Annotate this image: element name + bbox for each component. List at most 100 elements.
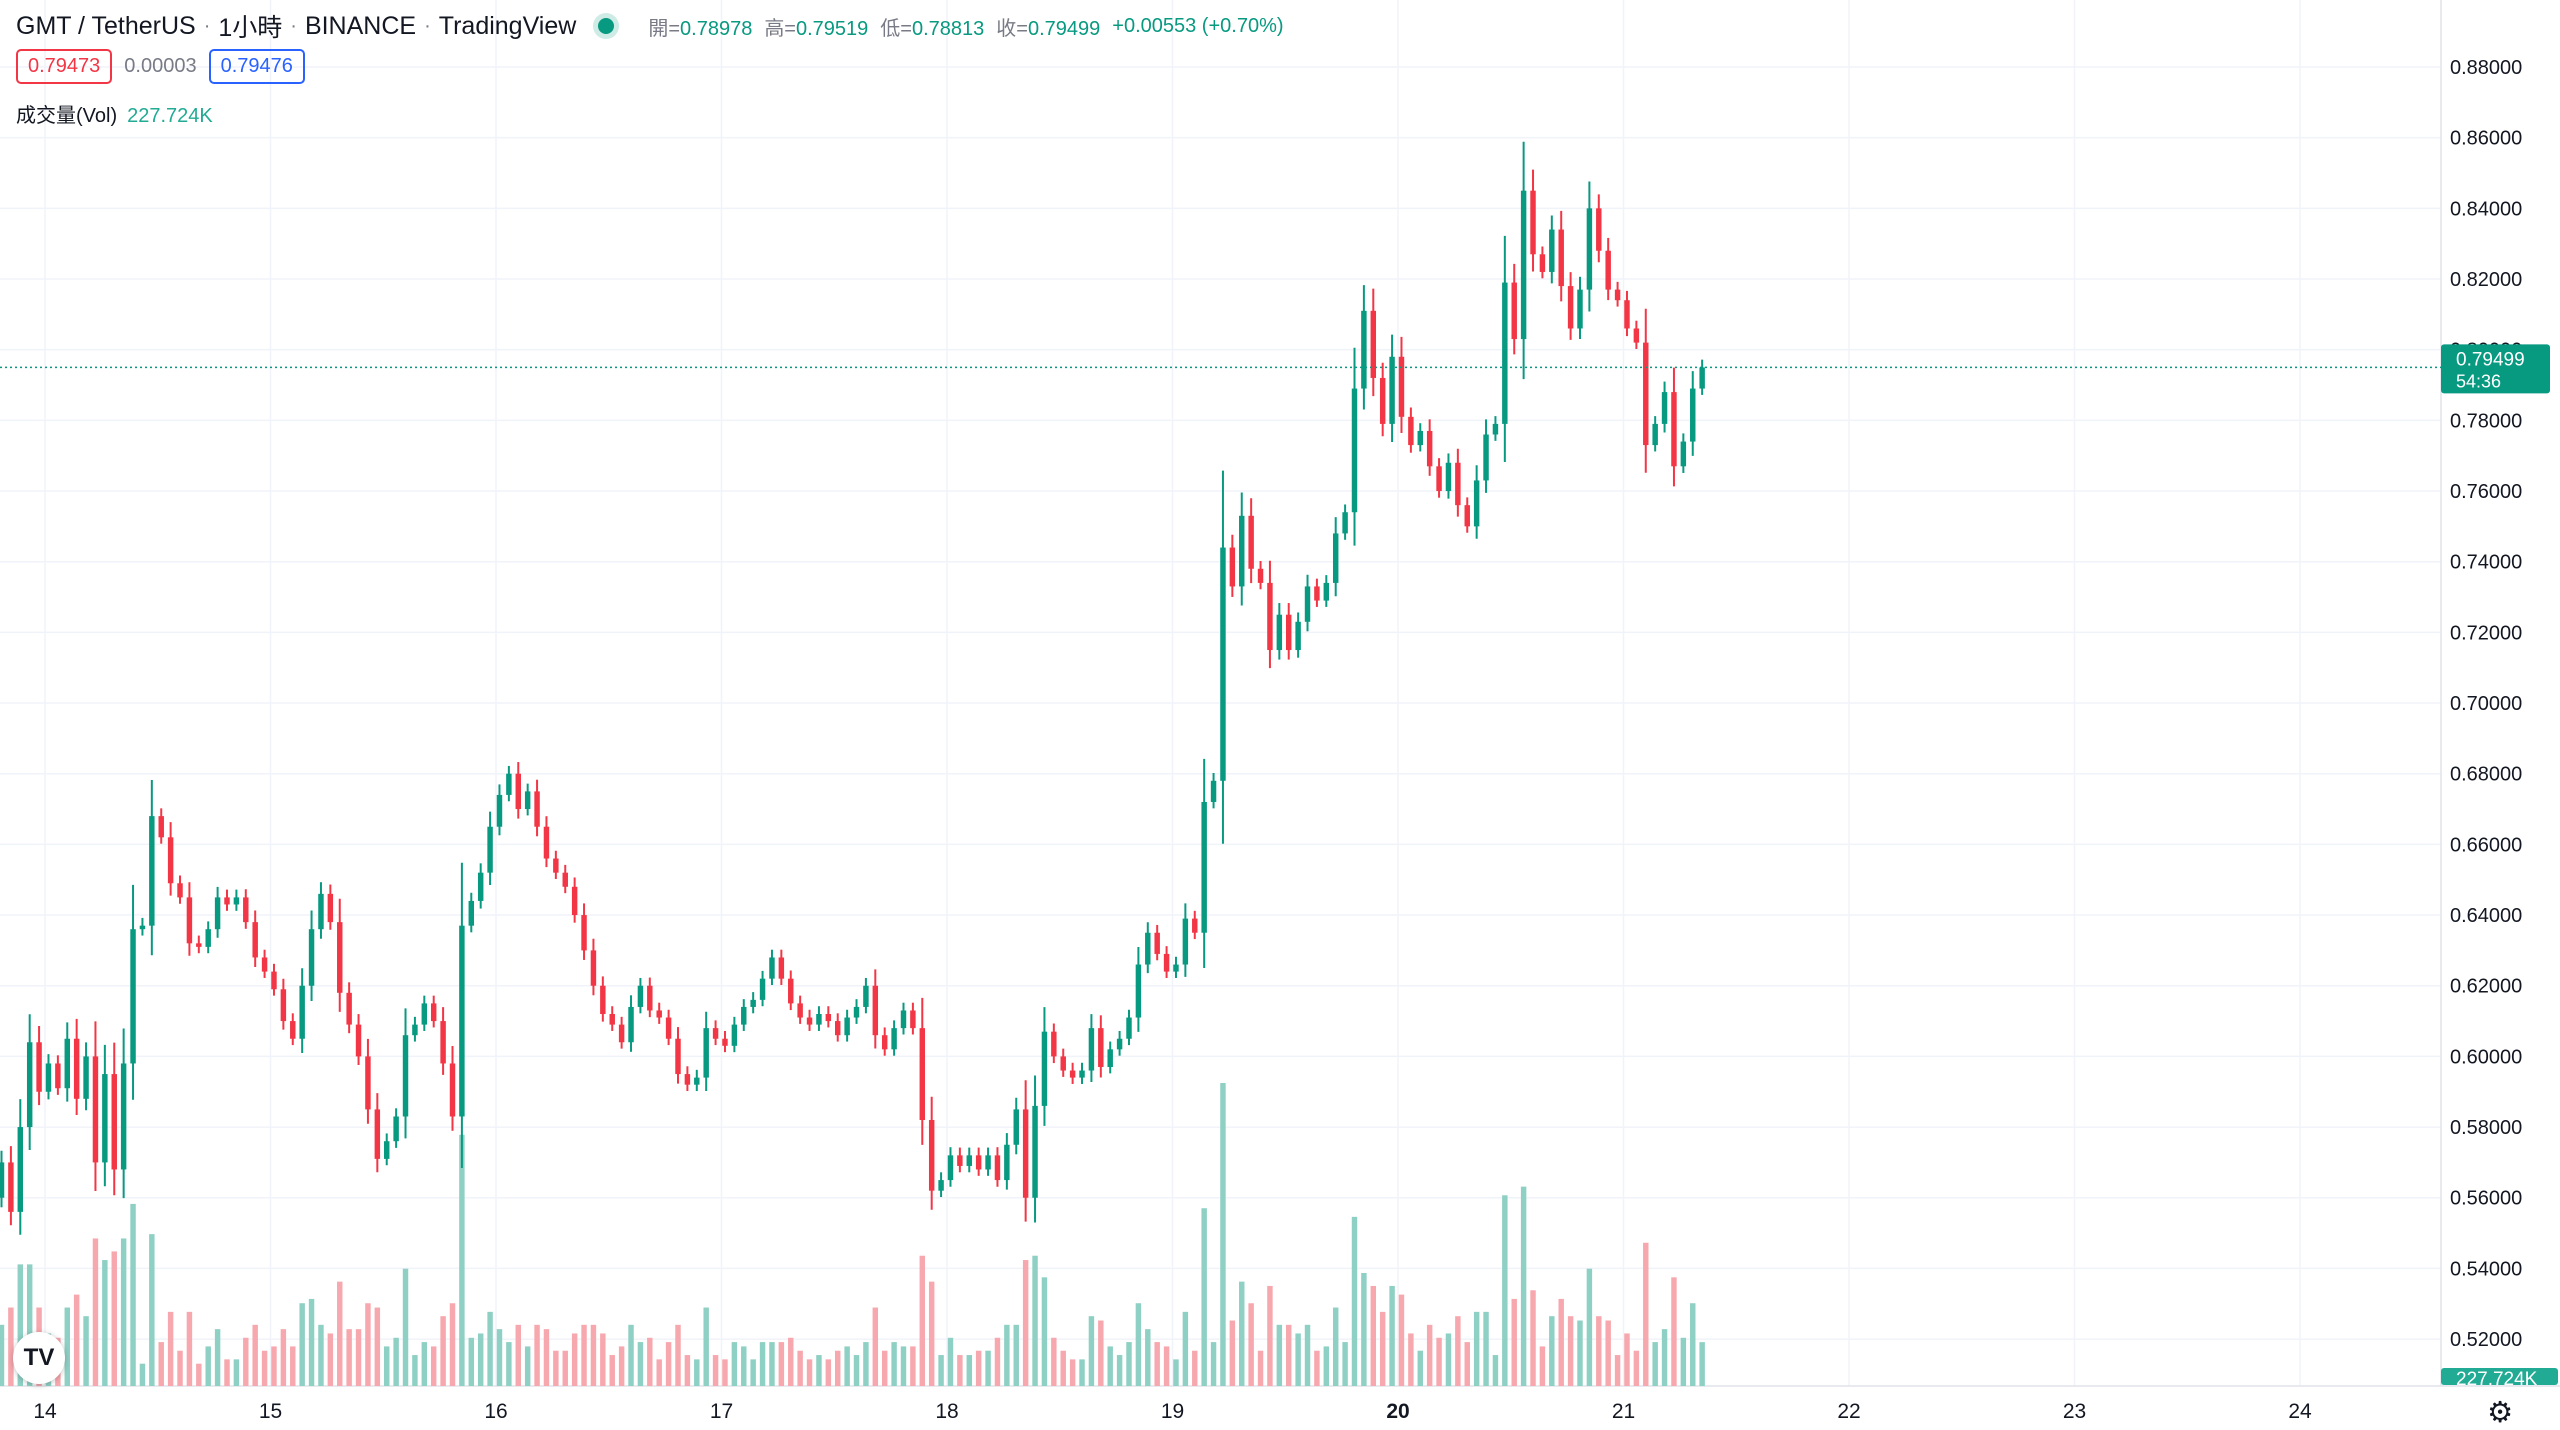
date-tick-label: 22 [1837, 1400, 1860, 1423]
candle-down [609, 1014, 615, 1025]
candle-up [1182, 918, 1189, 965]
price-axis[interactable]: 0.880000.860000.840000.820000.800000.780… [2450, 57, 2522, 1351]
candle-up [1361, 310, 1367, 389]
buy-price-button[interactable]: 0.79476 [208, 49, 305, 84]
volume-bar [1605, 1320, 1611, 1386]
volume-bar [1295, 1333, 1301, 1386]
volume-bar [1643, 1242, 1649, 1386]
candle-down [543, 826, 550, 859]
tradingview-logo-icon[interactable]: TV [13, 1332, 65, 1384]
candle-up [421, 1003, 428, 1025]
candle-down [440, 1021, 446, 1064]
volume-bar [120, 1238, 127, 1386]
candle-down [1379, 377, 1386, 424]
volume-bar [1257, 1350, 1264, 1386]
candle-up [506, 773, 512, 795]
date-tick-label: 16 [484, 1400, 507, 1423]
volume-bar [205, 1346, 211, 1386]
volume-bar [1661, 1329, 1668, 1386]
volume-bar [1154, 1342, 1160, 1386]
volume-bar [1051, 1337, 1057, 1386]
volume-bar [1361, 1273, 1367, 1386]
candle-up [45, 1063, 52, 1092]
candle-down [1229, 547, 1236, 587]
candle-up [1473, 480, 1480, 527]
candle-up [393, 1116, 399, 1142]
candle-down [36, 1042, 42, 1092]
volume-bar [365, 1303, 371, 1386]
candle-down [365, 1056, 371, 1110]
volume-bar [308, 1298, 315, 1386]
candle-up [64, 1038, 70, 1089]
candle-down [186, 897, 193, 944]
spread-value: 0.00003 [124, 55, 197, 77]
candle-up [947, 1155, 954, 1181]
candle-down [1398, 356, 1405, 417]
volume-bar [872, 1307, 879, 1386]
volume-bar [412, 1355, 418, 1386]
symbol-legend[interactable]: GMT / TetherUS · 1小時 · BINANCE · Trading… [16, 8, 1296, 44]
symbol-name[interactable]: GMT / TetherUS [16, 11, 196, 40]
volume-bar [1060, 1350, 1066, 1386]
candle-down [957, 1155, 963, 1166]
volume-bar [214, 1329, 221, 1386]
candle-up [1549, 229, 1555, 272]
price-tick-label: 0.62000 [2450, 976, 2522, 998]
candle-down [656, 1010, 662, 1018]
volume-bar [271, 1346, 277, 1386]
candle-up [1690, 388, 1696, 442]
candle-down [449, 1063, 456, 1117]
candle-up [308, 929, 315, 986]
price-tick-label: 0.60000 [2450, 1046, 2522, 1068]
candle-down [872, 985, 879, 1036]
candle-up [120, 1063, 127, 1170]
ohlc-open: 開=0.78978 [648, 12, 752, 41]
volume-legend[interactable]: 成交量(Vol) 227.724K [16, 99, 213, 128]
volume-bar [261, 1350, 268, 1386]
time-axis[interactable]: 14 15 16 17 18 19 20 21 22 23 24 [33, 1400, 2312, 1423]
volume-bar [731, 1342, 738, 1386]
candle-up [1661, 392, 1668, 424]
candle-down [252, 922, 258, 958]
volume-bar [835, 1350, 841, 1386]
candle-down [1022, 1109, 1029, 1198]
volume-bar [788, 1337, 794, 1386]
market-open-status-icon [598, 18, 615, 34]
candle-up [468, 900, 475, 926]
interval[interactable]: 1小時 [218, 14, 283, 42]
open-label: 開= [648, 17, 681, 40]
volume-bar [1483, 1311, 1489, 1386]
candle-up [214, 897, 221, 930]
candle-up [1680, 441, 1687, 467]
price-candles [0, 141, 1705, 1235]
volume-bar [1567, 1316, 1574, 1386]
candle-down [271, 971, 277, 990]
volume-bar [694, 1359, 700, 1386]
volume-bar [384, 1346, 390, 1386]
candle-up [741, 1006, 747, 1025]
volume-bar [1145, 1329, 1151, 1386]
volume-bar [1286, 1324, 1292, 1386]
volume-bar [1436, 1337, 1442, 1386]
candle-up [900, 1010, 907, 1029]
candle-up [1220, 547, 1226, 781]
candle-down [975, 1155, 982, 1170]
candle-down [1633, 328, 1640, 343]
volume-bar [449, 1303, 456, 1386]
volume-bar [910, 1346, 916, 1386]
candle-up [0, 1162, 5, 1198]
price-tick-label: 0.72000 [2450, 622, 2522, 644]
volume-axis-tag: 227.724K [2441, 1368, 2558, 1390]
price-tick-label: 0.76000 [2450, 481, 2522, 503]
candle-up [1389, 356, 1395, 424]
volume-bar [1182, 1311, 1189, 1386]
candle-down [1257, 568, 1264, 583]
candle-down [1464, 505, 1470, 527]
candle-up [1145, 932, 1151, 965]
gear-icon[interactable]: ⚙ [2487, 1397, 2513, 1429]
candle-up [966, 1155, 972, 1166]
sell-price-button[interactable]: 0.79473 [16, 49, 113, 84]
candle-up [1304, 586, 1311, 622]
candle-up [628, 1006, 634, 1043]
